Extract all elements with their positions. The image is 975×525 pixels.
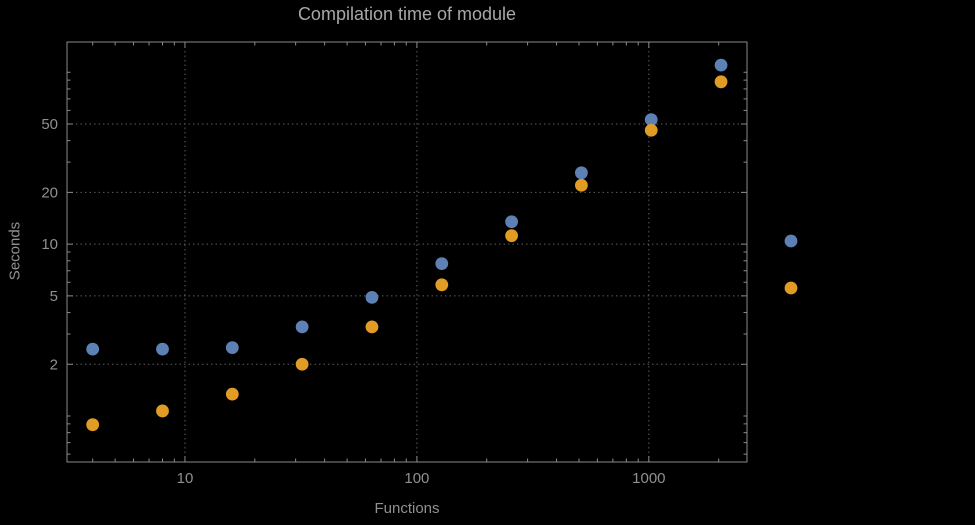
x-tick-label: 100 — [404, 470, 429, 487]
x-tick-label: 10 — [177, 470, 194, 487]
data-point-series-1-blue — [435, 257, 449, 271]
y-tick-label: 5 — [50, 288, 58, 305]
y-tick-label: 2 — [50, 356, 58, 373]
data-point-series-1-blue — [575, 166, 588, 180]
plot-frame — [66, 41, 748, 463]
data-point-series-2-orange — [365, 320, 379, 334]
data-point-series-1-blue — [365, 290, 379, 304]
data-point-series-1-blue — [156, 342, 169, 356]
data-point-series-2-orange — [505, 229, 518, 243]
data-point-series-1-blue — [86, 342, 100, 356]
data-point-series-1-blue — [295, 320, 309, 334]
data-point-series-2-orange — [575, 178, 588, 192]
data-point-series-2-orange — [225, 387, 239, 401]
y-tick-label: 50 — [41, 116, 58, 133]
data-point-series-2-orange — [156, 404, 169, 418]
x-tick-label: 1000 — [632, 470, 665, 487]
legend-marker-1 — [784, 234, 798, 248]
data-point-series-2-orange — [435, 278, 449, 292]
data-point-series-2-orange — [86, 418, 100, 432]
chart-title: Compilation time of module — [297, 4, 517, 24]
y-axis-label: Seconds — [6, 221, 24, 281]
y-tick-label: 20 — [41, 184, 58, 201]
legend-marker-2 — [784, 281, 798, 295]
data-point-series-2-orange — [644, 123, 658, 137]
data-point-series-1-blue — [225, 341, 239, 355]
data-point-series-1-blue — [714, 58, 728, 72]
data-point-series-2-orange — [714, 75, 728, 89]
data-point-series-1-blue — [505, 215, 518, 229]
y-tick-label: 10 — [41, 236, 58, 253]
x-axis-label: Functions — [374, 500, 440, 517]
data-point-series-1-blue — [644, 113, 658, 127]
data-point-series-2-orange — [295, 357, 309, 371]
